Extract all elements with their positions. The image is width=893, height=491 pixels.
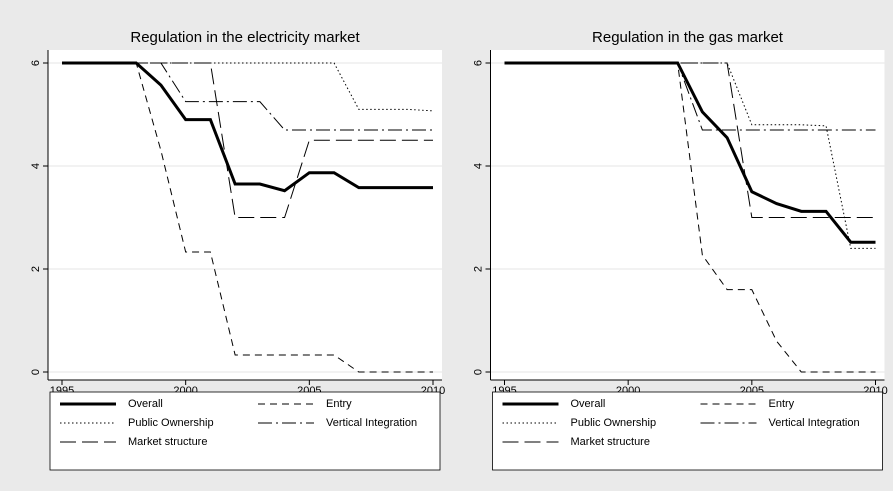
legend-label: Entry: [769, 398, 795, 410]
legend-label: Vertical Integration: [769, 417, 860, 429]
legend-label: Public Ownership: [571, 417, 657, 429]
legend-label: Public Ownership: [128, 417, 214, 429]
y-tick-label: 0: [472, 369, 484, 375]
legend-label: Vertical Integration: [326, 417, 417, 429]
series-line: [504, 62, 876, 218]
legend-label: Overall: [571, 398, 606, 410]
y-tick-label: 0: [30, 369, 42, 375]
y-tick-label: 6: [472, 60, 484, 66]
chart-title: Regulation in the gas market: [592, 29, 784, 46]
y-tick-label: 2: [472, 266, 484, 272]
y-tick-label: 2: [30, 266, 42, 272]
series-line: [62, 62, 434, 112]
series-line: [62, 62, 433, 131]
y-tick-label: 4: [30, 163, 42, 169]
chart-title: Regulation in the electricity market: [130, 29, 360, 46]
legend-label: Market structure: [128, 436, 207, 448]
legend-label: Entry: [326, 398, 352, 410]
y-tick-label: 6: [30, 60, 42, 66]
y-tick-label: 4: [472, 163, 484, 169]
series-line: [504, 62, 876, 131]
plot-area: [48, 50, 442, 380]
series-line: [62, 62, 433, 218]
plot-area: [490, 50, 885, 380]
legend-label: Overall: [128, 398, 163, 410]
legend-label: Market structure: [571, 436, 650, 448]
